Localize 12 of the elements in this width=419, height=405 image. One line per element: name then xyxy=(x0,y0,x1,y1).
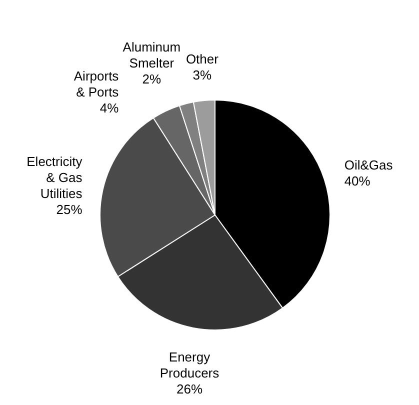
slice-label: Airports & Ports xyxy=(74,68,120,100)
slice-label: Oil&Gas xyxy=(344,158,394,173)
slice-label: Aluminum Smelter xyxy=(122,39,181,70)
slice-label: Energy Producers xyxy=(160,350,220,381)
data-label: 40% xyxy=(344,174,371,189)
data-label: 2% xyxy=(142,71,162,86)
data-label: 25% xyxy=(56,202,83,217)
data-label: 3% xyxy=(192,68,212,83)
data-label: 4% xyxy=(100,100,120,116)
slice-label: Electricity & Gas Utilities xyxy=(26,154,83,201)
slice-label: Other xyxy=(186,52,220,67)
data-label: 26% xyxy=(176,382,203,397)
